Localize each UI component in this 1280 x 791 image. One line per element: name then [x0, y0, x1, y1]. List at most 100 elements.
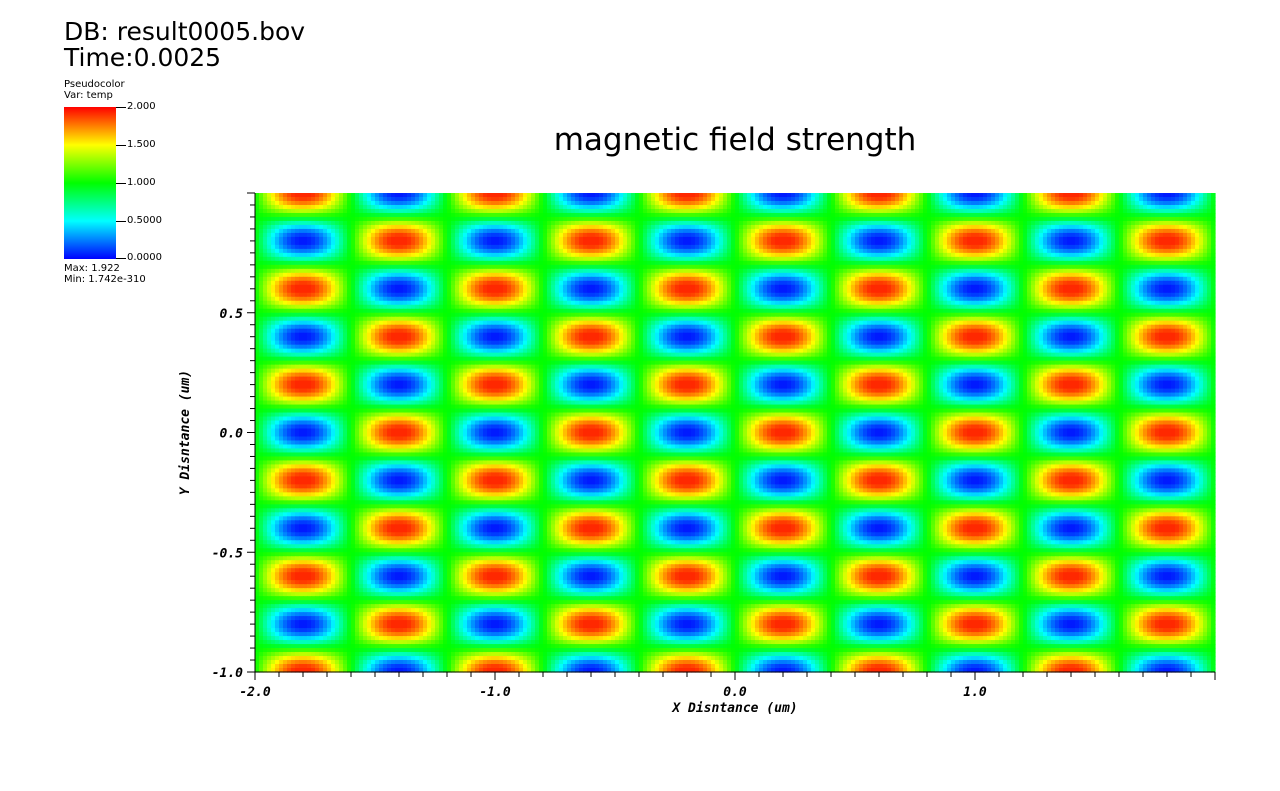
heatmap-cell: [1055, 193, 1060, 198]
heatmap-cell: [835, 213, 840, 218]
heatmap-cell: [1055, 249, 1060, 254]
heatmap-cell: [323, 245, 328, 250]
heatmap-cell: [1035, 225, 1040, 230]
heatmap-cell: [359, 221, 364, 226]
heatmap-cell: [503, 217, 508, 222]
heatmap-cell: [863, 209, 868, 214]
heatmap-cell: [1079, 229, 1084, 234]
heatmap-cell: [503, 233, 508, 238]
heatmap-cell: [807, 209, 812, 214]
heatmap-cell: [407, 241, 412, 246]
heatmap-cell: [443, 241, 448, 246]
heatmap-cell: [1159, 217, 1164, 222]
heatmap-cell: [1151, 225, 1156, 230]
heatmap-cell: [419, 237, 424, 242]
heatmap-cell: [499, 217, 504, 222]
heatmap-cell: [691, 241, 696, 246]
heatmap-cell: [687, 213, 692, 218]
heatmap-cell: [523, 245, 528, 250]
heatmap-cell: [1143, 245, 1148, 250]
heatmap-cell: [627, 249, 632, 254]
heatmap-cell: [639, 229, 644, 234]
heatmap-cell: [931, 229, 936, 234]
heatmap-cell: [351, 197, 356, 202]
heatmap-cell: [815, 225, 820, 230]
heatmap-cell: [1135, 201, 1140, 206]
heatmap-cell: [315, 225, 320, 230]
heatmap-cell: [331, 245, 336, 250]
heatmap-cell: [1179, 205, 1184, 210]
heatmap-cell: [1127, 205, 1132, 210]
heatmap-cell: [1155, 249, 1160, 254]
heatmap-cell: [683, 201, 688, 206]
heatmap-cell: [1179, 245, 1184, 250]
heatmap-cell: [603, 229, 608, 234]
heatmap-cell: [419, 245, 424, 250]
heatmap-cell: [295, 209, 300, 214]
heatmap-cell: [339, 197, 344, 202]
heatmap-cell: [643, 217, 648, 222]
heatmap-cell: [287, 221, 292, 226]
heatmap-cell: [627, 245, 632, 250]
heatmap-cell: [1075, 217, 1080, 222]
heatmap-cell: [1115, 245, 1120, 250]
heatmap-cell: [455, 245, 460, 250]
heatmap-cell: [315, 245, 320, 250]
heatmap-cell: [483, 197, 488, 202]
heatmap-cell: [403, 229, 408, 234]
heatmap-cell: [1007, 229, 1012, 234]
heatmap-cell: [735, 249, 740, 254]
heatmap-cell: [1051, 229, 1056, 234]
heatmap-cell: [339, 209, 344, 214]
heatmap-cell: [967, 205, 972, 210]
heatmap-cell: [283, 213, 288, 218]
heatmap-cell: [507, 209, 512, 214]
heatmap-cell: [1055, 241, 1060, 246]
heatmap-cell: [851, 197, 856, 202]
heatmap-cell: [939, 249, 944, 254]
heatmap-cell: [707, 205, 712, 210]
heatmap-cell: [583, 201, 588, 206]
heatmap-cell: [387, 217, 392, 222]
heatmap-cell: [491, 221, 496, 226]
heatmap-cell: [983, 197, 988, 202]
heatmap-cell: [575, 225, 580, 230]
heatmap-cell: [879, 249, 884, 254]
heatmap-cell: [547, 229, 552, 234]
heatmap-cell: [531, 213, 536, 218]
heatmap-cell: [851, 229, 856, 234]
heatmap-cell: [451, 241, 456, 246]
heatmap-cell: [431, 225, 436, 230]
heatmap-cell: [855, 225, 860, 230]
heatmap-cell: [1075, 221, 1080, 226]
heatmap-cell: [343, 197, 348, 202]
heatmap-cell: [1187, 225, 1192, 230]
heatmap-cell: [543, 233, 548, 238]
heatmap-cell: [311, 221, 316, 226]
heatmap-cell: [647, 197, 652, 202]
heatmap-cell: [871, 205, 876, 210]
heatmap-cell: [323, 193, 328, 198]
heatmap-cell: [1055, 221, 1060, 226]
heatmap-cell: [911, 233, 916, 238]
heatmap-cell: [359, 201, 364, 206]
heatmap-cell: [411, 253, 416, 258]
heatmap-cell: [459, 205, 464, 210]
heatmap-cell: [483, 209, 488, 214]
heatmap-cell: [655, 213, 660, 218]
heatmap-cell: [403, 193, 408, 198]
heatmap-cell: [587, 217, 592, 222]
heatmap-cell: [599, 193, 604, 198]
heatmap-cell: [423, 245, 428, 250]
heatmap-cell: [587, 237, 592, 242]
heatmap-cell: [415, 237, 420, 242]
heatmap-cell: [675, 193, 680, 198]
heatmap-cell: [511, 205, 516, 210]
heatmap-cell: [667, 233, 672, 238]
heatmap-cell: [1023, 193, 1028, 198]
heatmap-cell: [451, 221, 456, 226]
heatmap-cell: [947, 205, 952, 210]
heatmap-cell: [987, 205, 992, 210]
heatmap-cell: [279, 253, 284, 258]
heatmap-cell: [271, 213, 276, 218]
